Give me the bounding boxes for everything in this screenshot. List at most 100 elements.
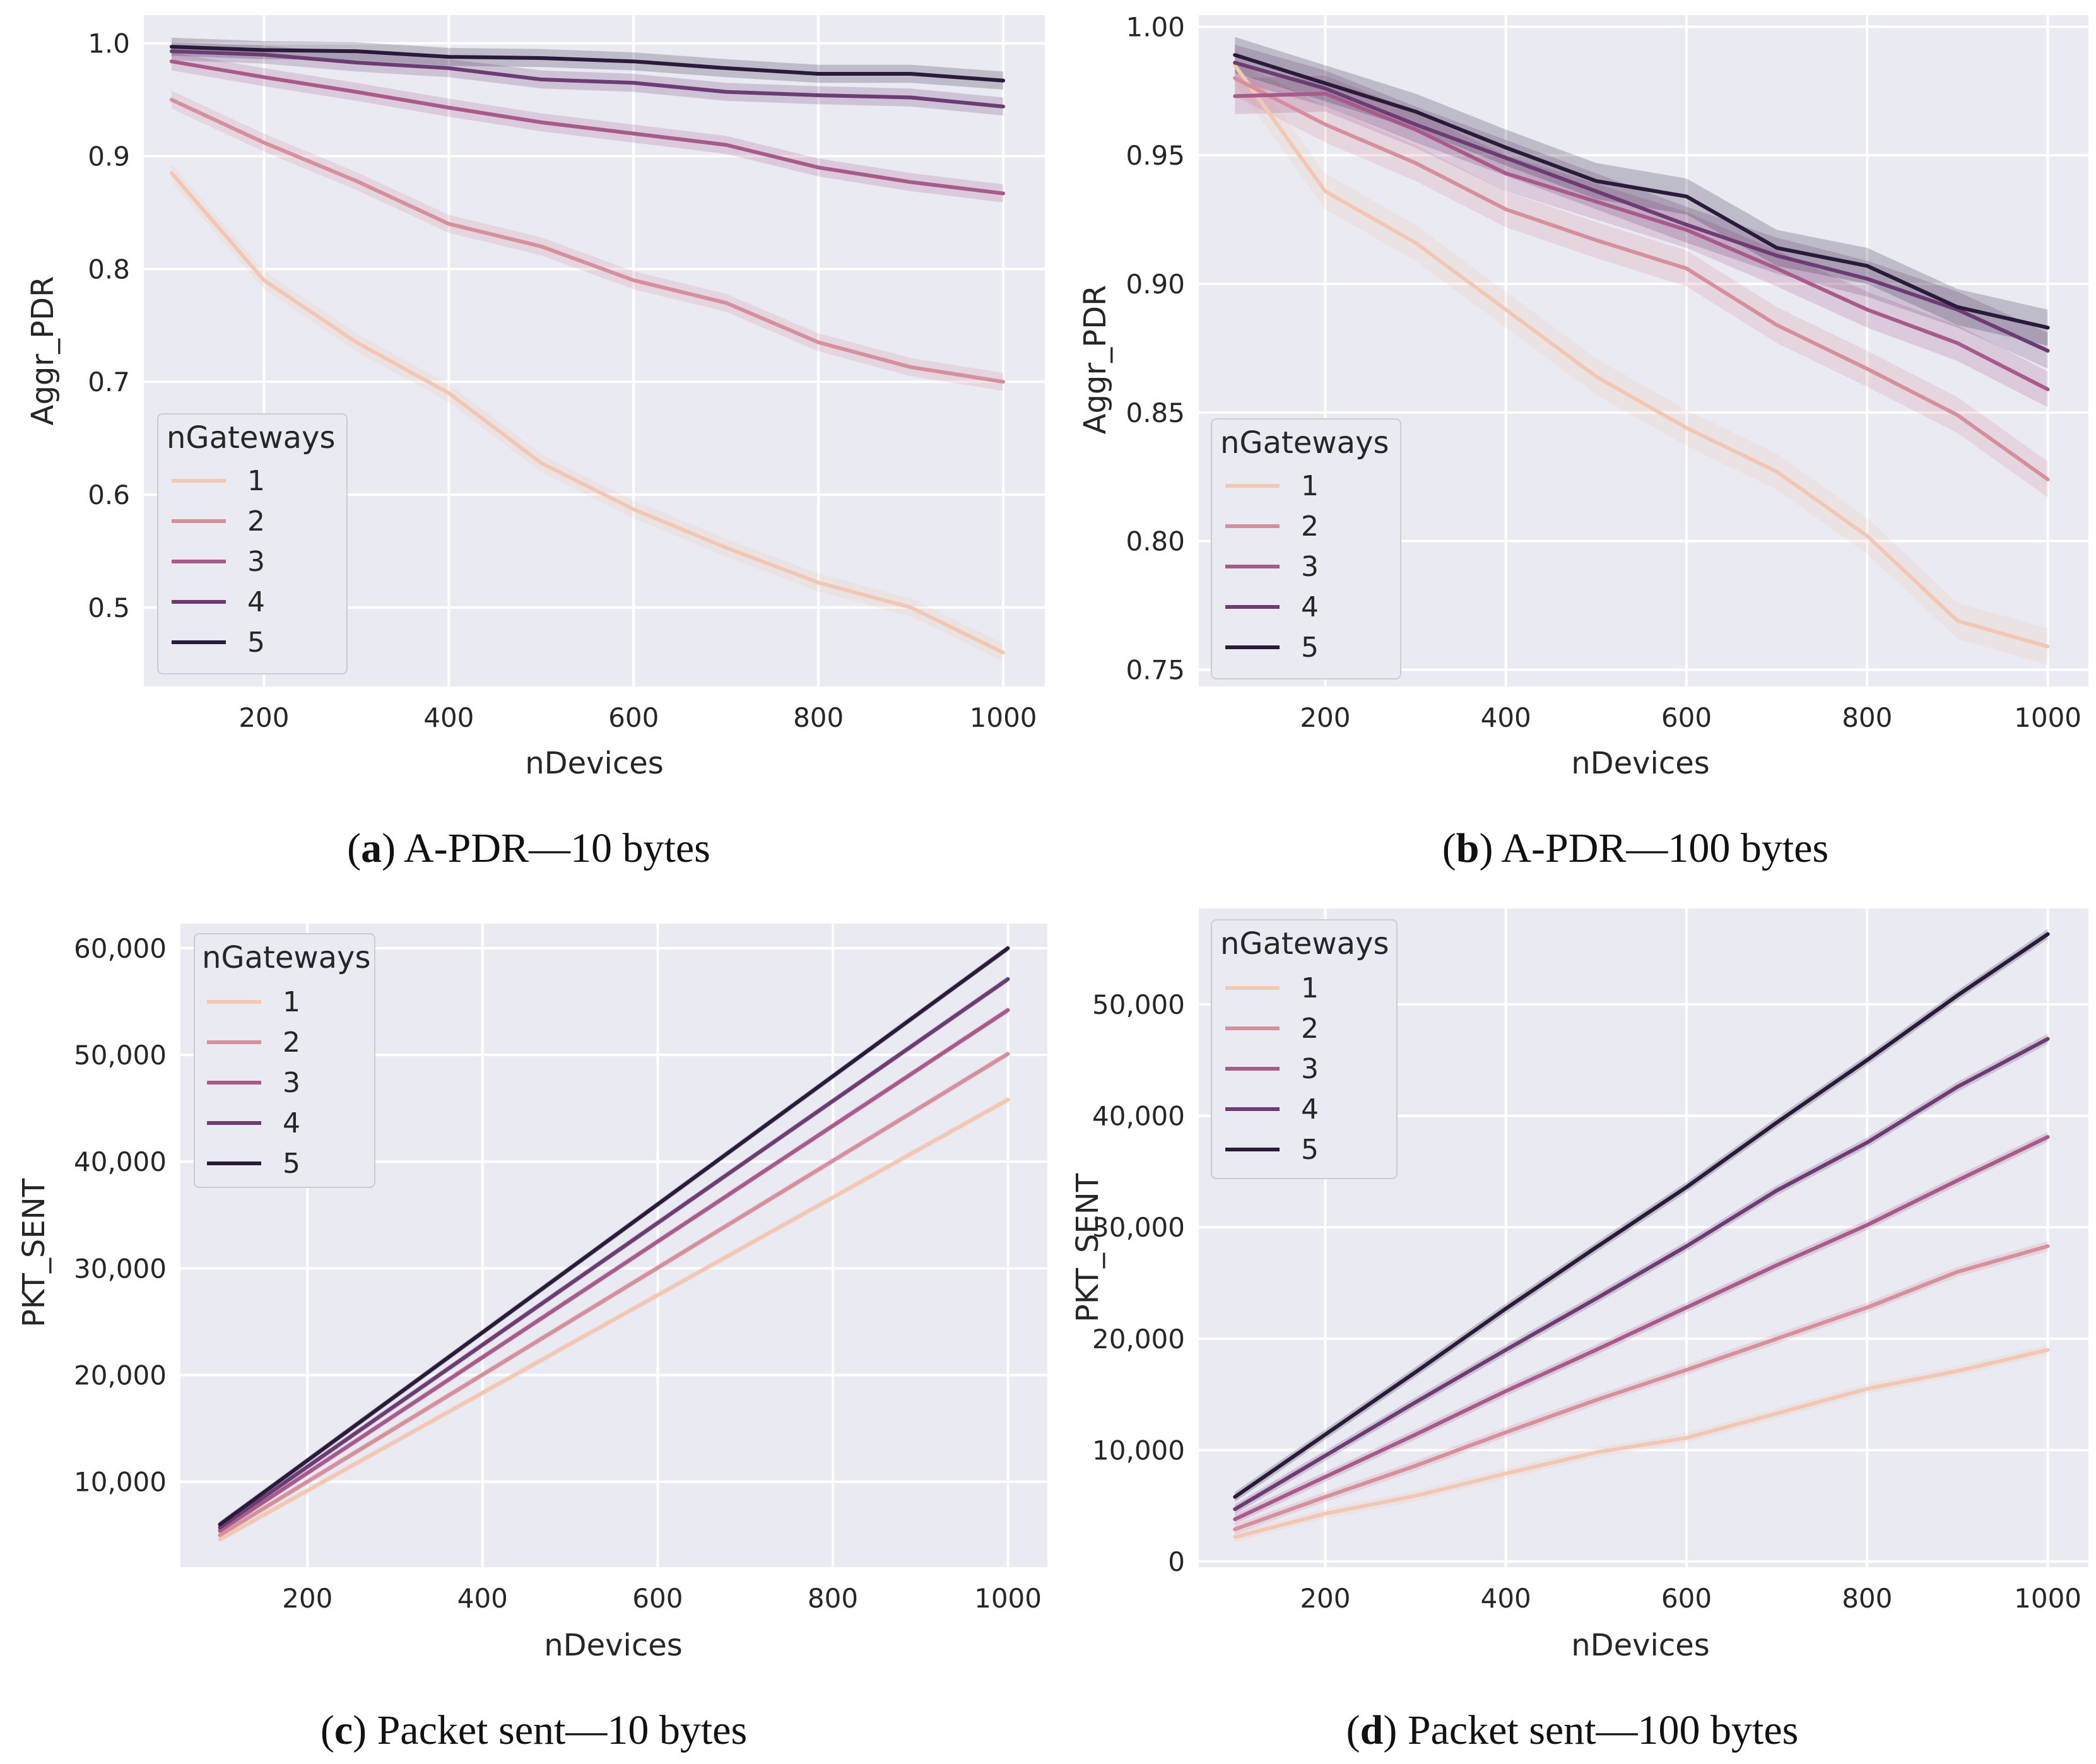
panel-c-line-series-3 [218, 1008, 1010, 1533]
panel-d-y-tick-label: 10,000 [1092, 1435, 1185, 1466]
panel-b-y-axis-label: Aggr_PDR [1078, 285, 1113, 435]
panel-d-y-tick-label: 20,000 [1092, 1324, 1185, 1355]
panel-a-y-tick-label: 0.6 [88, 479, 130, 510]
panel-a-legend-label-5: 5 [247, 626, 265, 659]
panel-b-legend-label-4: 4 [1301, 591, 1319, 623]
panel-b-y-tick-label: 0.90 [1126, 269, 1185, 300]
panel-d-x-tick-label: 800 [1842, 1583, 1892, 1614]
panel-a-band-series-4 [171, 42, 1004, 116]
panel-a-legend-label-4: 4 [247, 586, 265, 618]
panel-c-y-tick-label: 40,000 [74, 1146, 167, 1177]
panel-c-y-tick-label: 10,000 [74, 1467, 167, 1498]
panel-b-band-series-3 [1235, 75, 2048, 408]
panel-a-x-tick-label: 800 [793, 702, 844, 733]
panel-c-x-tick-label: 200 [282, 1583, 333, 1614]
panel-d-x-tick-labels: 200 400 600 800 1000 [1300, 1583, 2081, 1614]
panel-b-legend-label-3: 3 [1301, 551, 1319, 583]
panel-c: 200 400 600 800 1000 10,000 20,000 30,000 40,00… [16, 924, 1047, 1753]
panel-d-line-series-5 [1233, 932, 2050, 1499]
panel-b-x-tick-label: 1000 [2014, 702, 2081, 733]
panel-a: 200 400 600 800 1000 0.5 0.6 0.7 0.8 0.9 1.0 nDev… [25, 15, 1045, 871]
panel-b-y-tick-label: 0.95 [1126, 140, 1185, 171]
panel-a-line-series-5 [169, 45, 1006, 83]
panel-c-legend-label-2: 2 [283, 1026, 300, 1059]
panel-d-legend: nGateways 1 2 3 4 5 [1211, 919, 1398, 1179]
panel-c-caption: (c) Packet sent—10 bytes [321, 1707, 747, 1753]
panel-a-y-tick-label: 0.8 [88, 254, 130, 285]
panel-b-line-series-3 [1233, 91, 2050, 392]
panel-d-x-axis-label: nDevices [1571, 1628, 1710, 1663]
panel-b-band-series-2 [1235, 60, 2048, 498]
panel-c-y-tick-labels: 10,000 20,000 30,000 40,000 50,000 60,000 [74, 933, 167, 1498]
panel-c-caption-text: Packet sent—10 bytes [377, 1707, 748, 1753]
panel-b-x-axis-label: nDevices [1571, 746, 1710, 781]
panel-a-legend-label-3: 3 [247, 546, 265, 578]
panel-c-x-tick-labels: 200 400 600 800 1000 [282, 1583, 1042, 1614]
panel-a-y-tick-label: 0.7 [88, 367, 130, 397]
panel-b-caption-text: A-PDR—100 bytes [1501, 825, 1828, 871]
panel-d-line-series-1 [1233, 1348, 2050, 1539]
panel-d-line-series-4 [1233, 1037, 2050, 1512]
panel-b-legend-label-1: 1 [1301, 470, 1319, 502]
panel-d-legend-title: nGateways [1220, 926, 1389, 961]
panel-c-legend-title: nGateways [202, 940, 370, 975]
panel-d-legend-label-4: 4 [1301, 1093, 1319, 1126]
panel-b-legend-title: nGateways [1220, 425, 1389, 461]
panel-a-x-tick-labels: 200 400 600 800 1000 [238, 702, 1037, 733]
panel-a-y-tick-label: 1.0 [88, 28, 130, 59]
panel-b-band-series-5 [1235, 37, 2048, 346]
panel-a-x-tick-label: 600 [608, 702, 659, 733]
panel-b-band-series-1 [1235, 47, 2048, 665]
panel-d-legend-box [1211, 919, 1398, 1179]
panel-b-line-series-5 [1233, 53, 2050, 330]
panel-d-caption-text: Packet sent—100 bytes [1408, 1707, 1799, 1753]
panel-b-line-series-2 [1233, 76, 2050, 481]
panel-d-legend-label-5: 5 [1301, 1134, 1319, 1166]
panel-d-x-tick-label: 600 [1661, 1583, 1712, 1614]
panel-d-legend-label-1: 1 [1301, 972, 1319, 1004]
panel-d-caption: (d) Packet sent—100 bytes [1346, 1707, 1799, 1753]
panel-d-legend-label-2: 2 [1301, 1013, 1319, 1045]
panel-a-legend-items: 1 2 3 4 5 [172, 465, 265, 659]
panel-c-legend-label-4: 4 [283, 1107, 300, 1139]
panel-c-y-tick-label: 30,000 [74, 1253, 167, 1284]
panel-a-band-series-2 [171, 90, 1004, 391]
panel-c-legend-label-1: 1 [283, 986, 300, 1018]
panel-d-x-tick-label: 400 [1481, 1583, 1531, 1614]
panel-c-legend-label-3: 3 [283, 1067, 300, 1099]
panel-c-x-axis-label: nDevices [544, 1628, 683, 1663]
panel-a-caption-letter: a [361, 825, 382, 871]
panel-b-legend-label-5: 5 [1301, 632, 1319, 664]
panel-b-x-tick-label: 800 [1842, 702, 1892, 733]
panel-a-line-series-2 [169, 98, 1006, 384]
panel-d-legend-items: 1 2 3 4 5 [1225, 972, 1319, 1166]
panel-a-legend: nGateways 1 2 3 4 5 [157, 413, 348, 674]
panel-b-legend: nGateways 1 2 3 4 5 [1211, 418, 1401, 679]
panel-c-legend-label-5: 5 [283, 1148, 300, 1180]
panel-b-line-series-4 [1233, 61, 2050, 353]
panel-a-caption-text: A-PDR—10 bytes [404, 825, 710, 871]
panel-c-x-tick-label: 600 [632, 1583, 683, 1614]
panel-d-legend-label-3: 3 [1301, 1053, 1319, 1085]
panel-b-x-tick-label: 400 [1481, 702, 1531, 733]
panel-d-y-tick-label: 50,000 [1092, 989, 1185, 1020]
panel-d-y-axis-label: PKT_SENT [1070, 1173, 1105, 1322]
panel-d-y-tick-label: 40,000 [1092, 1101, 1185, 1132]
panel-b-series-lines [1233, 53, 2050, 649]
panel-b-y-tick-label: 0.80 [1126, 526, 1185, 557]
panel-b-x-tick-label: 600 [1661, 702, 1712, 733]
panel-d-line-series-3 [1233, 1135, 2050, 1522]
panel-a-legend-label-1: 1 [247, 465, 265, 497]
panel-a-y-tick-label: 0.9 [88, 141, 130, 172]
panel-d-y-tick-label: 0 [1168, 1546, 1185, 1577]
panel-c-series-lines [218, 946, 1010, 1542]
panel-a-x-tick-label: 1000 [970, 702, 1037, 733]
panel-d-x-tick-label: 200 [1300, 1583, 1350, 1614]
panel-c-line-series-4 [218, 977, 1010, 1530]
panel-d-y-tick-label: 30,000 [1092, 1212, 1185, 1243]
panel-b-y-tick-label: 1.00 [1126, 11, 1185, 42]
panel-a-x-axis-label: nDevices [525, 746, 664, 781]
panel-c-y-tick-label: 50,000 [74, 1040, 167, 1071]
panel-c-legend: nGateways 1 2 3 4 5 [194, 933, 375, 1188]
